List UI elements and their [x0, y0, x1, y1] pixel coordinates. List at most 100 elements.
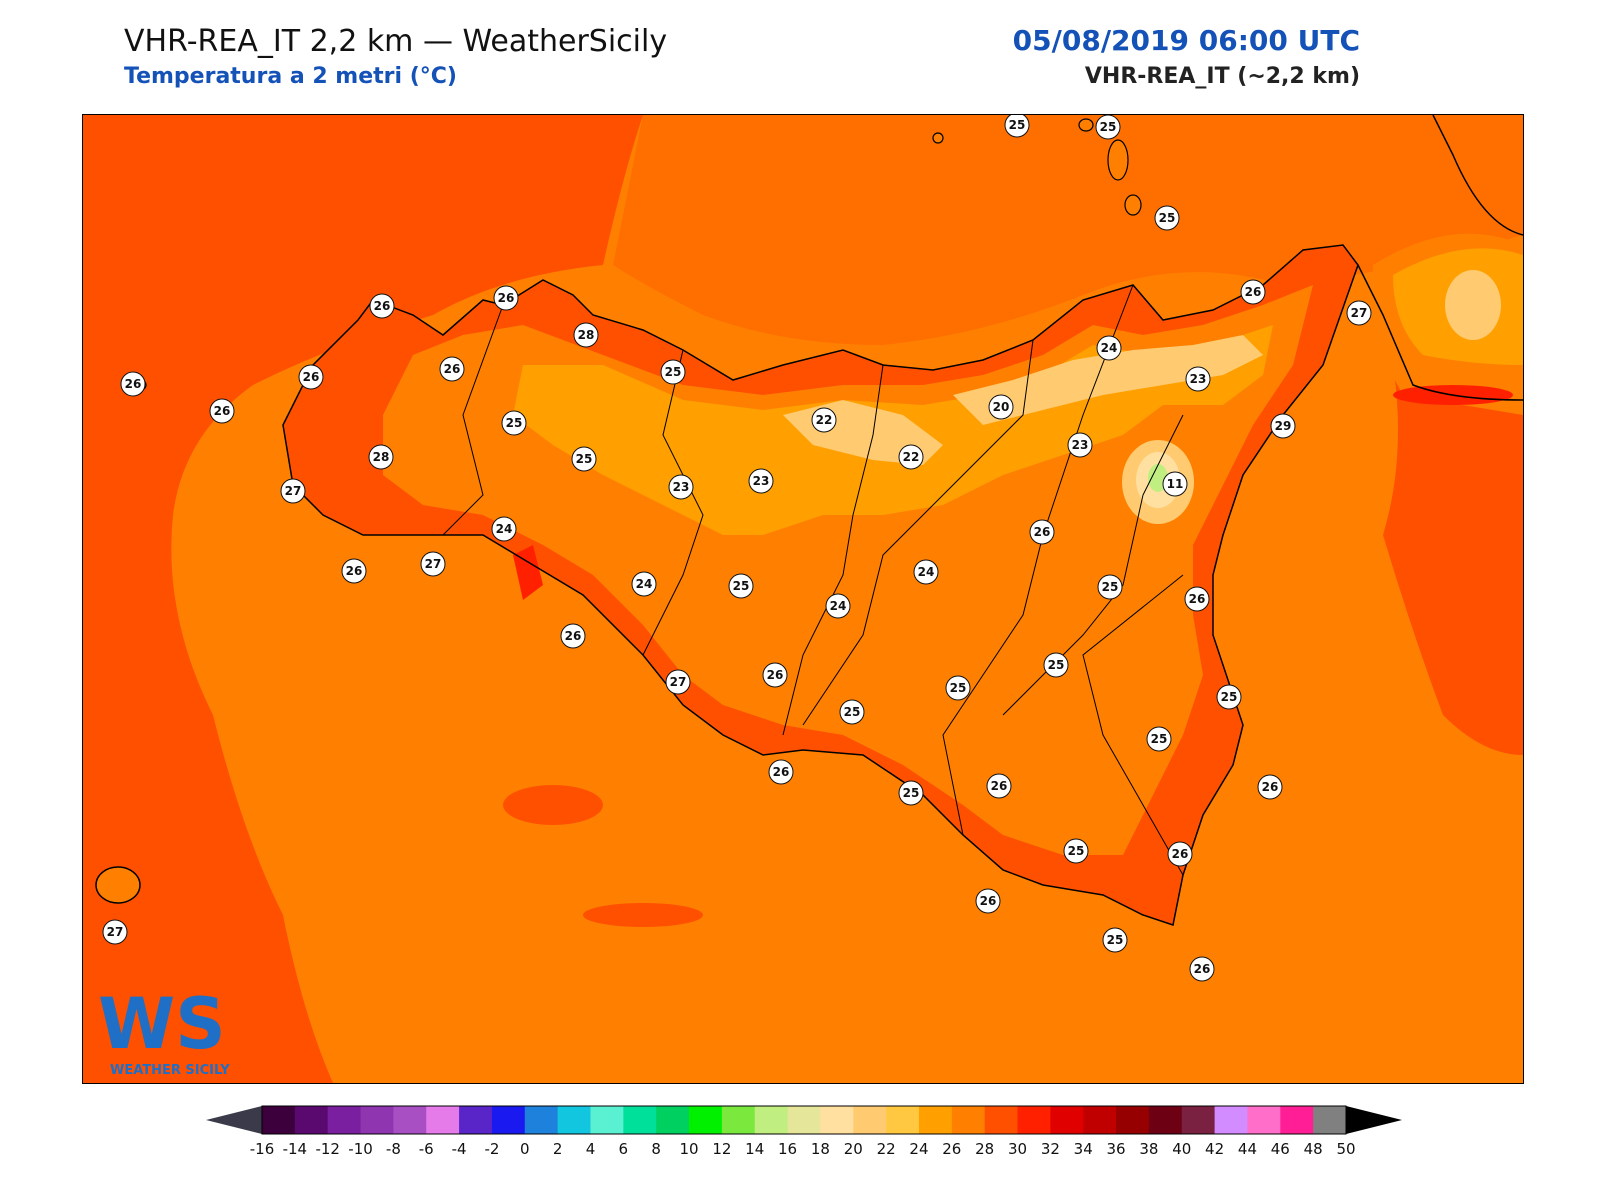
- calabria-pale: [1445, 270, 1501, 340]
- station-marker: [491, 516, 517, 542]
- station-value-label: 26: [1245, 285, 1262, 299]
- station-value: 23: [1067, 432, 1093, 458]
- nebrodi-pale-zone: [953, 335, 1263, 425]
- station-marker: [839, 699, 865, 725]
- station-value: 25: [1102, 927, 1128, 953]
- station-value-label: 26: [303, 370, 320, 384]
- station-value: 26: [209, 398, 235, 424]
- station-value: 26: [975, 888, 1001, 914]
- colorbar-swatch: [294, 1106, 329, 1134]
- colorbar-tick-label: 22: [877, 1140, 896, 1158]
- station-value-label: 26: [346, 564, 363, 578]
- station-marker: [898, 780, 924, 806]
- station-value-label: 22: [903, 450, 920, 464]
- colorbar-tick-label: 24: [909, 1140, 928, 1158]
- station-marker: [811, 407, 837, 433]
- station-marker: [1154, 205, 1180, 231]
- station-value-label: 25: [950, 681, 967, 695]
- station-marker: [1102, 927, 1128, 953]
- station-value: 24: [913, 559, 939, 585]
- temperature-field: 25 25 25 26 27 26 26 28 26 26 26 25 24 23 26 25 22 20 29 28…: [83, 115, 1523, 1083]
- tyrrhenian-hot-zone: [613, 115, 1523, 345]
- station-value: 26: [1240, 279, 1266, 305]
- station-value-label: 26: [214, 404, 231, 418]
- station-marker: [209, 398, 235, 424]
- station-value-label: 24: [1101, 341, 1118, 355]
- station-marker: [102, 919, 128, 945]
- station-value-label: 26: [565, 629, 582, 643]
- colorbar-swatch: [984, 1106, 1019, 1134]
- station-value: 24: [825, 593, 851, 619]
- station-value: 25: [1043, 652, 1069, 678]
- station-value: 25: [571, 446, 597, 472]
- station-value: 26: [439, 356, 465, 382]
- station-value: 27: [420, 551, 446, 577]
- station-value: 25: [660, 359, 686, 385]
- station-marker: [341, 558, 367, 584]
- station-marker: [988, 394, 1014, 420]
- station-marker: [573, 322, 599, 348]
- station-value: 26: [762, 662, 788, 688]
- station-marker: [768, 759, 794, 785]
- station-value-label: 26: [1172, 847, 1189, 861]
- station-value-label: 25: [1068, 844, 1085, 858]
- station-marker: [280, 478, 306, 504]
- weathersicily-logo: WS WEATHER SICILY: [96, 983, 256, 1080]
- station-value-label: 27: [425, 557, 442, 571]
- station-value: 25: [501, 410, 527, 436]
- station-value: 26: [1029, 519, 1055, 545]
- station-value-label: 26: [1194, 962, 1211, 976]
- colorbar-swatch: [262, 1106, 296, 1134]
- station-value: 26: [493, 285, 519, 311]
- colorbar-tick-label: 36: [1107, 1140, 1126, 1158]
- station-marker: [898, 444, 924, 470]
- colorbar-swatch: [886, 1106, 920, 1134]
- station-marker: [493, 285, 519, 311]
- station-value: 28: [573, 322, 599, 348]
- colorbar-swatch: [524, 1106, 559, 1134]
- colorbar-swatch: [426, 1106, 460, 1134]
- colorbar-swatch: [327, 1106, 362, 1134]
- station-value: 24: [1096, 335, 1122, 361]
- station-value: 25: [1063, 838, 1089, 864]
- colorbar-swatch: [787, 1106, 821, 1134]
- station-value: 25: [1216, 684, 1242, 710]
- colorbar-tick-label: 6: [619, 1140, 629, 1158]
- calabria-coastline: [1357, 115, 1523, 401]
- colorbar-tick-label: 40: [1172, 1140, 1191, 1158]
- colorbar-swatch: [1116, 1106, 1150, 1134]
- colorbar-tick-label: 44: [1238, 1140, 1257, 1158]
- colorbar-tick-label: 26: [942, 1140, 961, 1158]
- station-marker: [1097, 574, 1123, 600]
- station-marker: [975, 888, 1001, 914]
- colorbar-tick-label: 8: [651, 1140, 661, 1158]
- colorbar-tick-label: -8: [386, 1140, 401, 1158]
- station-marker: [1096, 335, 1122, 361]
- station-value-label: 25: [665, 365, 682, 379]
- station-value: 26: [341, 558, 367, 584]
- colorbar-tick-label: 16: [778, 1140, 797, 1158]
- station-marker: [665, 669, 691, 695]
- station-value: 23: [668, 474, 694, 500]
- colorbar-tick-label: 48: [1304, 1140, 1323, 1158]
- station-marker: [368, 444, 394, 470]
- colorbar-swatch: [623, 1106, 657, 1134]
- station-value-label: 26: [374, 299, 391, 313]
- station-marker: [1146, 726, 1172, 752]
- station-value-label: 27: [670, 675, 687, 689]
- station-marker: [945, 675, 971, 701]
- station-value: 25: [898, 780, 924, 806]
- station-value: 26: [298, 364, 324, 390]
- station-marker: [1167, 841, 1193, 867]
- station-value-label: 24: [636, 577, 653, 591]
- station-value-label: 26: [1262, 780, 1279, 794]
- station-value: 25: [1095, 115, 1121, 140]
- southwest-red-patch: [513, 545, 543, 600]
- station-value: 26: [1189, 956, 1215, 982]
- station-value-label: 26: [773, 765, 790, 779]
- station-value-label: 25: [506, 416, 523, 430]
- station-value: 25: [839, 699, 865, 725]
- station-marker: [571, 446, 597, 472]
- station-marker: [1240, 279, 1266, 305]
- ionian-hot-zone: [1383, 315, 1523, 755]
